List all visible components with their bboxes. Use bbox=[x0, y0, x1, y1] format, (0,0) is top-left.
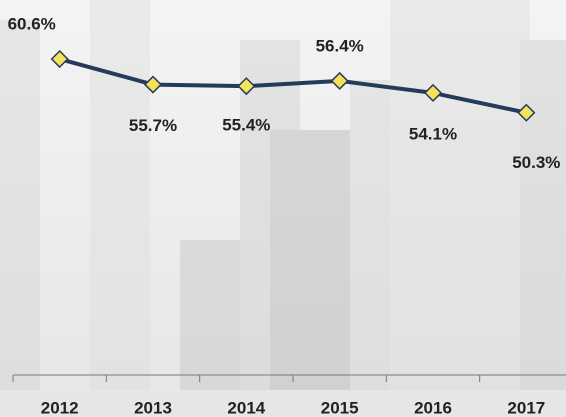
data-label: 56.4% bbox=[316, 36, 364, 55]
x-tick-label: 2014 bbox=[227, 398, 265, 417]
chart: 2012 2013 2014 2015 2016 2017 60.6% 55.7% 55.4% 5… bbox=[0, 0, 566, 417]
x-tick-label: 2016 bbox=[414, 398, 452, 417]
x-tick-label: 2017 bbox=[507, 398, 545, 417]
x-tick-label: 2012 bbox=[41, 398, 79, 417]
x-tick-label: 2013 bbox=[134, 398, 172, 417]
data-label: 55.4% bbox=[222, 116, 270, 135]
data-label: 60.6% bbox=[8, 14, 56, 33]
data-label: 54.1% bbox=[409, 124, 457, 143]
data-label: 50.3% bbox=[512, 153, 560, 172]
data-label: 55.7% bbox=[129, 116, 177, 135]
x-tick-label: 2015 bbox=[321, 398, 359, 417]
